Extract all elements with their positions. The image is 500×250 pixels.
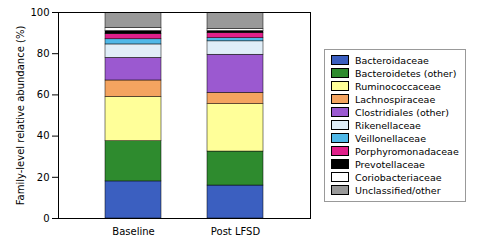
html-text:Bacteroidaceae: Bacteroidaceae (355, 54, 429, 66)
html-text:Prevotellaceae: Prevotellaceae (355, 158, 425, 170)
html-text:Coriobacteriaceae: Coriobacteriaceae (355, 171, 442, 183)
svg-text:100: 100 (30, 7, 49, 18)
html-text:Clostridiales (other): Clostridiales (other) (355, 106, 449, 118)
html-text:Porphyromonadaceae: Porphyromonadaceae (355, 145, 459, 157)
html-text:Unclassified/other: Unclassified/other (355, 184, 441, 196)
html-text:Lachnospiraceae: Lachnospiraceae (355, 93, 436, 105)
svg-text:80: 80 (37, 48, 50, 59)
svg-text:Post LFSD: Post LFSD (211, 226, 261, 237)
svg-text:Baseline: Baseline (112, 226, 154, 237)
svg-text:0: 0 (43, 213, 49, 224)
svg-text:60: 60 (37, 89, 50, 100)
svg-text:20: 20 (37, 172, 50, 183)
html-text:Bacteroidetes (other): Bacteroidetes (other) (355, 67, 457, 79)
html-text:Veillonellaceae: Veillonellaceae (355, 132, 426, 144)
html-text:Ruminococcaceae: Ruminococcaceae (355, 80, 441, 92)
svg-text:40: 40 (37, 130, 50, 141)
svg-text:Family-level relative abundanc: Family-level relative abundance (%) (15, 26, 26, 206)
html-text:Rikenellaceae: Rikenellaceae (355, 119, 421, 131)
